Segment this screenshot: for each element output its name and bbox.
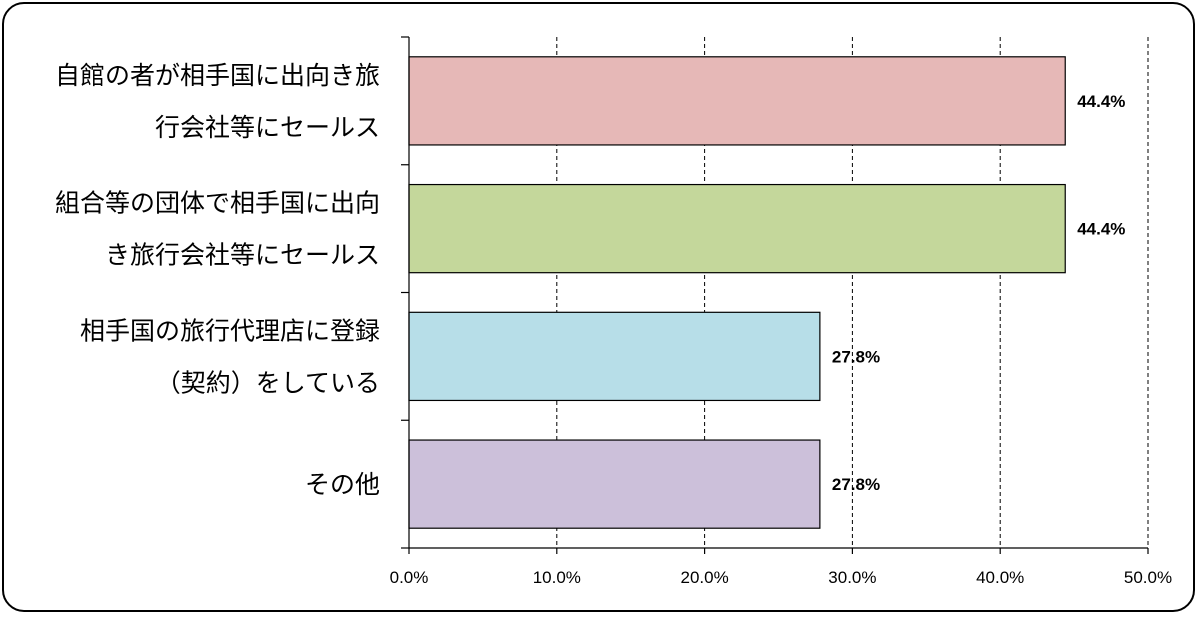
category-label-2: 相手国の旅行代理店に登録（契約）をしている [80, 316, 380, 397]
x-tick-label-0: 0.0% [390, 568, 429, 587]
x-tick-label-5: 50.0% [1124, 568, 1172, 587]
data-label-0: 44.4% [1077, 92, 1125, 111]
bar-1 [408, 183, 1066, 274]
bars [408, 56, 1066, 529]
x-tick-label-4: 40.0% [976, 568, 1024, 587]
category-label-0: 自館の者が相手国に出向き旅行会社等にセールス [55, 61, 380, 142]
data-label-3: 27.8% [832, 475, 880, 494]
bar-2 [408, 311, 821, 402]
bar-3 [408, 439, 821, 529]
labels: 44.4% 44.4% 27.8% 27.8% 自館の者が相手国に出向き旅行会社等にセー… [55, 61, 1172, 587]
category-label-1: 組合等の団体で相手国に出向き旅行会社等にセールス [55, 189, 380, 270]
category-label-3: その他 [305, 470, 380, 499]
axes [401, 36, 1149, 554]
x-tick-label-1: 10.0% [533, 568, 581, 587]
data-label-1: 44.4% [1077, 220, 1125, 239]
data-label-2: 27.8% [832, 347, 880, 366]
x-tick-label-2: 20.0% [680, 568, 728, 587]
bar-0 [408, 56, 1066, 146]
x-tick-label-3: 30.0% [828, 568, 876, 587]
